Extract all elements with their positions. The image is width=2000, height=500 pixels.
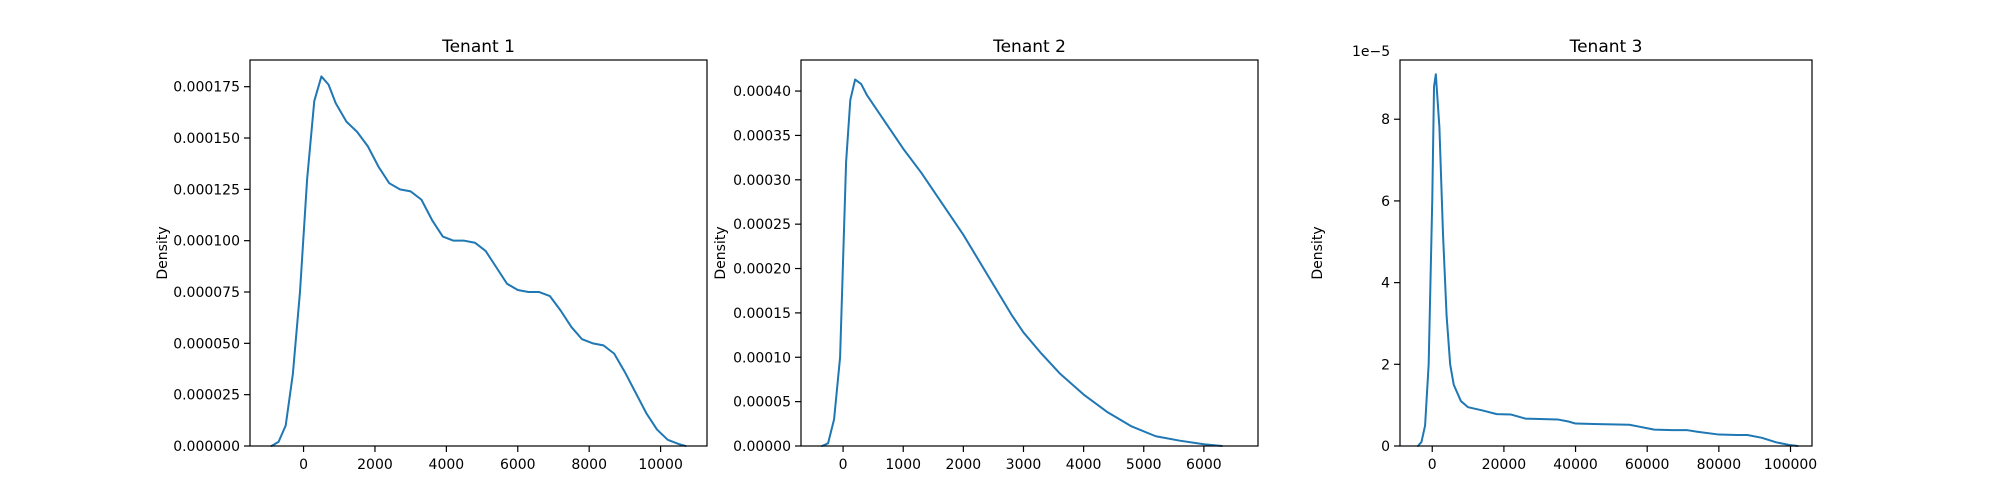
y-tick-label: 0.000100 — [173, 234, 240, 250]
chart-title: Tenant 2 — [992, 37, 1066, 57]
x-tick-label: 4000 — [429, 457, 465, 473]
y-tick-label: 0.00000 — [733, 439, 791, 455]
y-tick-label: 0.000150 — [173, 131, 240, 147]
chart-title: Tenant 3 — [1569, 37, 1643, 57]
density-curve — [1416, 73, 1799, 447]
density-curve — [821, 78, 1223, 447]
y-tick-label: 0.000025 — [173, 388, 240, 404]
subplot-1: 0 2000 4000 6000 8000 10000 0.000000 0.000025 0.… — [155, 37, 708, 473]
y-tick-label: 0.00020 — [733, 262, 791, 278]
x-tick-label: 4000 — [1066, 457, 1102, 473]
plot-frame — [800, 59, 1259, 447]
y-axis-label: Density — [1310, 226, 1326, 279]
x-tick-label: 40000 — [1553, 457, 1598, 473]
y-tick-label: 0.00035 — [733, 128, 791, 144]
x-tick-label: 2000 — [357, 457, 393, 473]
x-tick-label: 8000 — [571, 457, 607, 473]
y-tick-label: 0.00040 — [733, 84, 791, 100]
subplot-3: 0 20000 40000 60000 80000 100000 0 2 4 6 8 Tenant 3… — [1310, 37, 1817, 473]
y-tick-label: 4 — [1381, 276, 1390, 292]
y-tick-label: 0.00005 — [733, 395, 791, 411]
plot-frame — [249, 59, 708, 447]
x-tick-label: 6000 — [500, 457, 536, 473]
y-tick-label: 0.000000 — [173, 439, 240, 455]
subplot-2: 0 1000 2000 3000 4000 5000 6000 0.00000 0.00005 0… — [713, 37, 1259, 473]
x-tick-label: 2000 — [946, 457, 982, 473]
y-tick-label: 0.000175 — [173, 80, 240, 96]
y-tick-label: 8 — [1381, 112, 1390, 128]
x-tick-label: 5000 — [1126, 457, 1162, 473]
y-tick-label: 0.000075 — [173, 285, 240, 301]
x-tick-label: 0 — [1428, 457, 1437, 473]
chart-title: Tenant 1 — [441, 37, 515, 57]
x-tick-label: 20000 — [1482, 457, 1527, 473]
plot-frame — [1399, 59, 1813, 447]
x-tick-label: 3000 — [1006, 457, 1042, 473]
y-axis-label: Density — [713, 226, 729, 279]
y-tick-label: 0.00015 — [733, 306, 791, 322]
y-tick-label: 0.00010 — [733, 350, 791, 366]
x-tick-label: 0 — [299, 457, 308, 473]
x-tick-label: 80000 — [1697, 457, 1742, 473]
x-tick-label: 0 — [839, 457, 848, 473]
x-tick-label: 10000 — [638, 457, 683, 473]
y-offset-label: 1e−5 — [1352, 44, 1390, 60]
y-tick-label: 2 — [1381, 357, 1390, 373]
y-tick-label: 0.000125 — [173, 182, 240, 198]
x-tick-label: 6000 — [1186, 457, 1222, 473]
y-tick-label: 0.00030 — [733, 173, 791, 189]
x-tick-label: 1000 — [885, 457, 921, 473]
y-tick-label: 6 — [1381, 194, 1390, 210]
y-tick-label: 0.000050 — [173, 336, 240, 352]
y-tick-label: 0.00025 — [733, 217, 791, 233]
x-tick-label: 60000 — [1625, 457, 1670, 473]
y-axis-label: Density — [155, 226, 171, 279]
density-curve — [270, 75, 687, 447]
x-tick-label: 100000 — [1764, 457, 1817, 473]
y-tick-label: 0 — [1381, 439, 1390, 455]
